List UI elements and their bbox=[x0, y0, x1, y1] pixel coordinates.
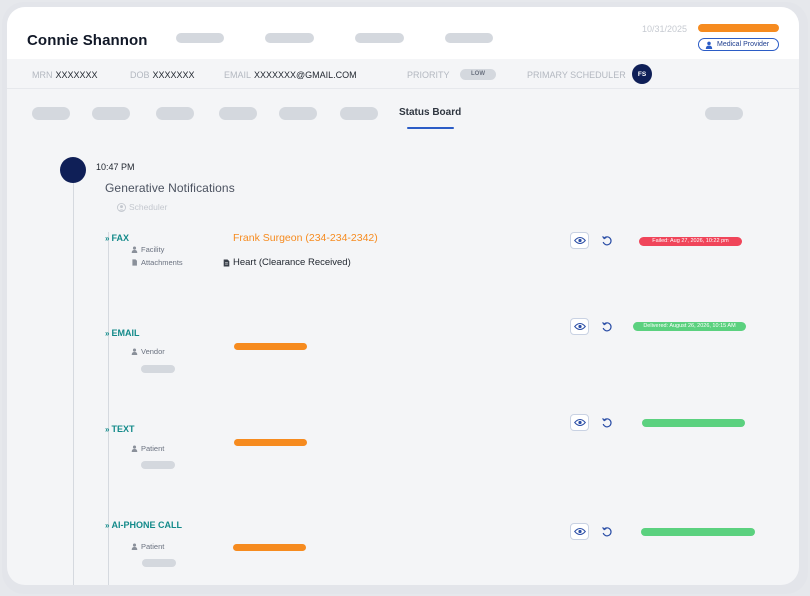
fax-attachment[interactable]: Heart (Clearance Received) bbox=[223, 257, 351, 268]
primary-scheduler-label: PRIMARY SCHEDULER bbox=[527, 70, 626, 80]
patient-value-placeholder bbox=[142, 559, 176, 567]
channel-label: TEXT bbox=[111, 424, 135, 434]
priority-field: PRIORITY bbox=[407, 70, 453, 80]
tab-placeholder-4[interactable] bbox=[219, 107, 257, 120]
retry-icon[interactable] bbox=[601, 526, 613, 538]
email-recipient-placeholder[interactable] bbox=[234, 343, 307, 350]
header-nav-placeholder-3[interactable] bbox=[355, 33, 404, 43]
header-nav-placeholder-1[interactable] bbox=[176, 33, 224, 43]
view-button[interactable] bbox=[570, 232, 589, 249]
tab-action-placeholder[interactable] bbox=[705, 107, 743, 120]
header-nav-placeholder-2[interactable] bbox=[265, 33, 314, 43]
dob-label: DOB bbox=[130, 70, 150, 80]
dob-field: DOB XXXXXXX bbox=[130, 70, 195, 80]
priority-label: PRIORITY bbox=[407, 70, 450, 80]
text-status-placeholder bbox=[642, 419, 745, 427]
channel-email[interactable]: » EMAIL bbox=[105, 328, 139, 338]
eye-icon bbox=[573, 237, 586, 244]
sub-patient: Patient bbox=[131, 444, 164, 453]
tab-placeholder-1[interactable] bbox=[32, 107, 70, 120]
priority-badge: LOW bbox=[460, 69, 496, 80]
status-badge-delivered: Delivered: August 26, 2026, 10:15 AM bbox=[633, 322, 746, 331]
view-button[interactable] bbox=[570, 523, 589, 540]
chevron-double-down-icon: » bbox=[105, 520, 110, 530]
eye-icon bbox=[573, 323, 586, 330]
header: Connie Shannon 10/31/2025 Medical Provid… bbox=[7, 7, 799, 59]
document-icon bbox=[132, 259, 137, 266]
channel-label: AI-PHONE CALL bbox=[111, 520, 182, 530]
patient-info-bar bbox=[7, 59, 799, 89]
person-icon bbox=[131, 246, 138, 253]
attachment-label: Heart (Clearance Received) bbox=[233, 257, 351, 268]
patient-name: Connie Shannon bbox=[27, 32, 148, 49]
tab-placeholder-5[interactable] bbox=[279, 107, 317, 120]
vendor-value-placeholder bbox=[141, 365, 175, 373]
person-icon bbox=[705, 41, 713, 49]
tab-status-board[interactable]: Status Board bbox=[399, 107, 462, 118]
sub-label: Facility bbox=[141, 245, 165, 254]
channel-ai-phone-call[interactable]: » AI-PHONE CALL bbox=[105, 520, 182, 530]
fax-contact-link[interactable]: Frank Surgeon (234-234-2342) bbox=[233, 232, 378, 244]
eye-icon bbox=[573, 419, 586, 426]
email-field: EMAIL XXXXXXX@GMAIL.COM bbox=[224, 70, 357, 80]
mrn-label: MRN bbox=[32, 70, 53, 80]
eye-icon bbox=[573, 528, 586, 535]
timeline-actor-label: Scheduler bbox=[129, 202, 168, 212]
sub-attachments: Attachments bbox=[131, 258, 183, 267]
person-icon bbox=[131, 348, 138, 355]
tab-placeholder-3[interactable] bbox=[156, 107, 194, 120]
channel-fax[interactable]: » FAX bbox=[105, 233, 129, 243]
dob-value: XXXXXXX bbox=[152, 70, 195, 80]
person-icon bbox=[131, 543, 138, 550]
timeline-actor: Scheduler bbox=[117, 202, 167, 212]
retry-icon[interactable] bbox=[601, 417, 613, 429]
role-badge-label: Medical Provider bbox=[717, 41, 770, 48]
text-recipient-placeholder[interactable] bbox=[234, 439, 307, 446]
email-value: XXXXXXX@GMAIL.COM bbox=[254, 70, 357, 80]
person-circle-icon bbox=[117, 202, 126, 212]
retry-icon[interactable] bbox=[601, 321, 613, 333]
chevron-double-down-icon: » bbox=[105, 328, 110, 338]
tab-placeholder-6[interactable] bbox=[340, 107, 378, 120]
mrn-field: MRN XXXXXXX bbox=[32, 70, 98, 80]
email-label: EMAIL bbox=[224, 70, 252, 80]
channel-text[interactable]: » TEXT bbox=[105, 424, 134, 434]
timeline-title: Generative Notifications bbox=[105, 181, 235, 195]
scheduler-avatar[interactable]: FS bbox=[632, 64, 652, 84]
timeline-subline bbox=[108, 232, 109, 585]
timeline-dot bbox=[60, 157, 86, 183]
sub-label: Patient bbox=[141, 444, 165, 453]
patient-value-placeholder bbox=[141, 461, 175, 469]
view-button[interactable] bbox=[570, 318, 589, 335]
mrn-value: XXXXXXX bbox=[55, 70, 98, 80]
view-button[interactable] bbox=[570, 414, 589, 431]
header-nav-placeholder-4[interactable] bbox=[445, 33, 493, 43]
primary-scheduler-field: PRIMARY SCHEDULER bbox=[527, 70, 629, 80]
chevron-double-down-icon: » bbox=[105, 424, 110, 434]
timeline-time: 10:47 PM bbox=[96, 162, 135, 172]
sub-label: Patient bbox=[141, 542, 165, 551]
person-icon bbox=[131, 445, 138, 452]
status-badge-failed: Failed: Aug 27, 2026, 10:22 pm bbox=[639, 237, 742, 246]
app-window: Connie Shannon 10/31/2025 Medical Provid… bbox=[7, 7, 799, 585]
sub-patient: Patient bbox=[131, 542, 164, 551]
sub-label: Attachments bbox=[141, 258, 183, 267]
sub-label: Vendor bbox=[141, 347, 165, 356]
channel-label: EMAIL bbox=[111, 328, 140, 338]
tab-placeholder-2[interactable] bbox=[92, 107, 130, 120]
call-status-placeholder bbox=[641, 528, 755, 536]
retry-icon[interactable] bbox=[601, 235, 613, 247]
header-status-bar bbox=[698, 24, 779, 32]
tab-active-indicator bbox=[407, 127, 454, 129]
chevron-double-down-icon: » bbox=[105, 233, 110, 243]
document-icon bbox=[223, 259, 230, 266]
sub-vendor: Vendor bbox=[131, 347, 165, 356]
call-recipient-placeholder[interactable] bbox=[233, 544, 306, 551]
timeline-line bbox=[73, 177, 74, 585]
role-badge[interactable]: Medical Provider bbox=[698, 38, 779, 51]
channel-label: FAX bbox=[111, 233, 129, 243]
sub-facility: Facility bbox=[131, 245, 164, 254]
header-date: 10/31/2025 bbox=[642, 24, 688, 34]
